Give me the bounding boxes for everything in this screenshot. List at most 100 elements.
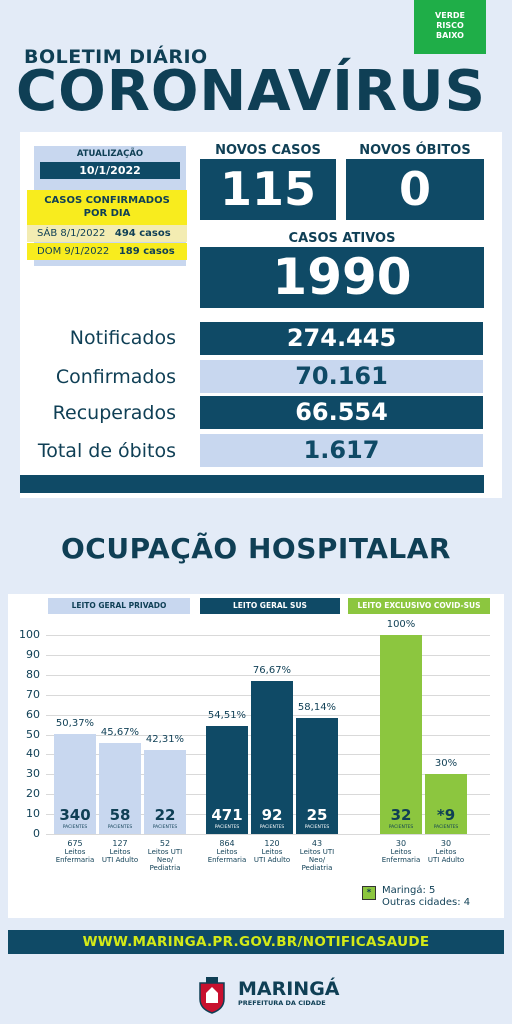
y-tick-label: 60 [26, 707, 40, 721]
y-tick-label: 100 [19, 628, 40, 641]
day-row: SÁB 8/1/2022 494 casos [27, 225, 187, 242]
bar-percent-label: 76,67% [252, 665, 292, 677]
update-date: 10/1/2022 [40, 162, 180, 179]
bar-patients-value: *9 [436, 806, 456, 824]
legend-text: Maringá: 5 Outras cidades: 4 [382, 885, 470, 909]
bed-type-line: Leitos [261, 848, 283, 856]
bed-type-line: Leitos [64, 848, 86, 856]
bed-count: 30 [440, 839, 452, 848]
bar-beds-label: 30 Leitos Enfermaria [378, 839, 424, 865]
bar-patients-label: PACIENTES [388, 825, 414, 830]
brand-name: MARINGÁ [238, 978, 340, 1000]
bar-patients-label: PACIENTES [152, 825, 178, 830]
bar-patients-label: PACIENTES [107, 825, 133, 830]
gridline [46, 635, 490, 636]
chart-bar [206, 725, 248, 834]
risk-level-badge: VERDE RISCO BAIXO [414, 0, 486, 54]
bar-percent-label: 30% [434, 758, 458, 770]
bed-type-line: UTI Adulto [253, 856, 291, 864]
day-date: SÁB 8/1/2022 [37, 228, 106, 239]
update-label: ATUALIZAÇÃO [76, 149, 144, 159]
brand-tagline: PREFEITURA DA CIDADE [238, 999, 326, 1007]
divider-bar [20, 475, 484, 493]
bed-type-line: UTI Adulto [427, 856, 465, 864]
bed-type-line: Leitos [216, 848, 238, 856]
chart-bar [99, 743, 141, 834]
day-date: DOM 9/1/2022 [37, 246, 110, 257]
chart-bar [296, 718, 338, 834]
y-tick-label: 30 [26, 767, 40, 781]
gridline [46, 834, 490, 835]
bar-patients-value: 32 [390, 806, 412, 824]
bar-patients-value: 92 [261, 806, 283, 824]
bar-patients-value: 22 [154, 806, 176, 824]
day-cases: 494 casos [114, 228, 171, 239]
bar-beds-label: 864 Leitos Enfermaria [204, 839, 250, 865]
bar-percent-label: 100% [386, 619, 416, 630]
chart-bar [251, 681, 293, 834]
bar-patients-value: 58 [109, 806, 131, 824]
y-tick-label: 40 [26, 747, 40, 761]
active-cases-value: 1990 [200, 247, 484, 308]
bed-count: 675 [67, 839, 83, 848]
bar-percent-label: 54,51% [207, 709, 247, 721]
bed-type-line: Leitos UTI [299, 848, 335, 856]
bar-patients-value: 25 [306, 806, 328, 824]
stat-label-deaths: Total de óbitos [37, 440, 176, 462]
y-tick-label: 20 [26, 787, 40, 801]
chart-bar [380, 635, 422, 834]
bed-count: 120 [264, 839, 280, 848]
risk-line-2: RISCO [436, 21, 464, 30]
bar-percent-label: 45,67% [100, 727, 140, 739]
risk-line-1: VERDE [435, 11, 465, 20]
bed-type-line: UTI Adulto [101, 856, 139, 864]
bed-count: 30 [395, 839, 407, 848]
bar-percent-label: 58,14% [297, 702, 337, 714]
bar-beds-label: 52 Leitos UTI Neo/Pediatria [142, 840, 188, 873]
bar-patients-label: PACIENTES [259, 825, 285, 830]
chart-bar [425, 774, 467, 834]
new-deaths-label: NOVOS ÓBITOS [359, 143, 471, 158]
group-label-sus: LEITO GERAL SUS [200, 598, 340, 614]
y-tick-label: 10 [26, 807, 40, 821]
stat-value-recovered: 66.554 [200, 396, 483, 429]
notification-url-link[interactable]: WWW.MARINGA.PR.GOV.BR/NOTIFICASAUDE [8, 930, 504, 954]
bar-beds-label: 127 Leitos UTI Adulto [97, 839, 143, 865]
new-cases-value: 115 [200, 159, 336, 220]
bar-beds-label: 675 Leitos Enfermaria [52, 839, 98, 865]
occupancy-title: OCUPAÇÃO HOSPITALAR [61, 532, 451, 565]
chart-bar [144, 749, 186, 834]
bed-type-line: Leitos [435, 848, 457, 856]
bar-patients-label: PACIENTES [214, 825, 240, 830]
bed-count: 127 [112, 839, 128, 848]
stat-label-notified: Notificados [69, 327, 176, 349]
group-label-private: LEITO GERAL PRIVADO [48, 598, 190, 614]
bar-beds-label: 30 Leitos UTI Adulto [423, 839, 469, 865]
city-crest-icon [192, 975, 232, 1015]
bed-type-line: Neo/ [156, 856, 174, 864]
y-tick-label: 90 [26, 647, 40, 661]
confirmed-by-day-title: CASOS CONFIRMADOS POR DIA [27, 190, 187, 225]
bed-type-line: Pediatria [301, 864, 333, 872]
stat-value-confirmed: 70.161 [200, 360, 483, 393]
page-subtitle: BOLETIM DIÁRIO [24, 46, 208, 68]
legend-line-2: Outras cidades: 4 [382, 897, 471, 908]
stat-value-notified: 274.445 [200, 322, 483, 355]
bar-patients-value: 471 [211, 806, 243, 824]
stat-label-confirmed: Confirmados [55, 366, 176, 388]
bed-type-line: Pediatria [149, 864, 181, 872]
y-tick-label: 80 [26, 667, 40, 681]
asterisk-icon: * [362, 886, 376, 900]
confirmed-title-line1: CASOS CONFIRMADOS [44, 195, 170, 206]
bed-type-line: Enfermaria [207, 856, 247, 864]
bed-type-line: Leitos UTI [147, 848, 183, 856]
page-title: CORONAVÍRUS [16, 59, 486, 124]
y-tick-label: 70 [26, 687, 40, 701]
bar-percent-label: 50,37% [55, 717, 95, 729]
y-tick-label: 50 [26, 727, 40, 741]
legend-line-1: Maringá: 5 [382, 885, 436, 896]
bed-count: 864 [219, 839, 235, 848]
bed-type-line: Enfermaria [55, 856, 95, 864]
chart-bar [54, 733, 96, 834]
bar-percent-label: 42,31% [145, 733, 185, 745]
